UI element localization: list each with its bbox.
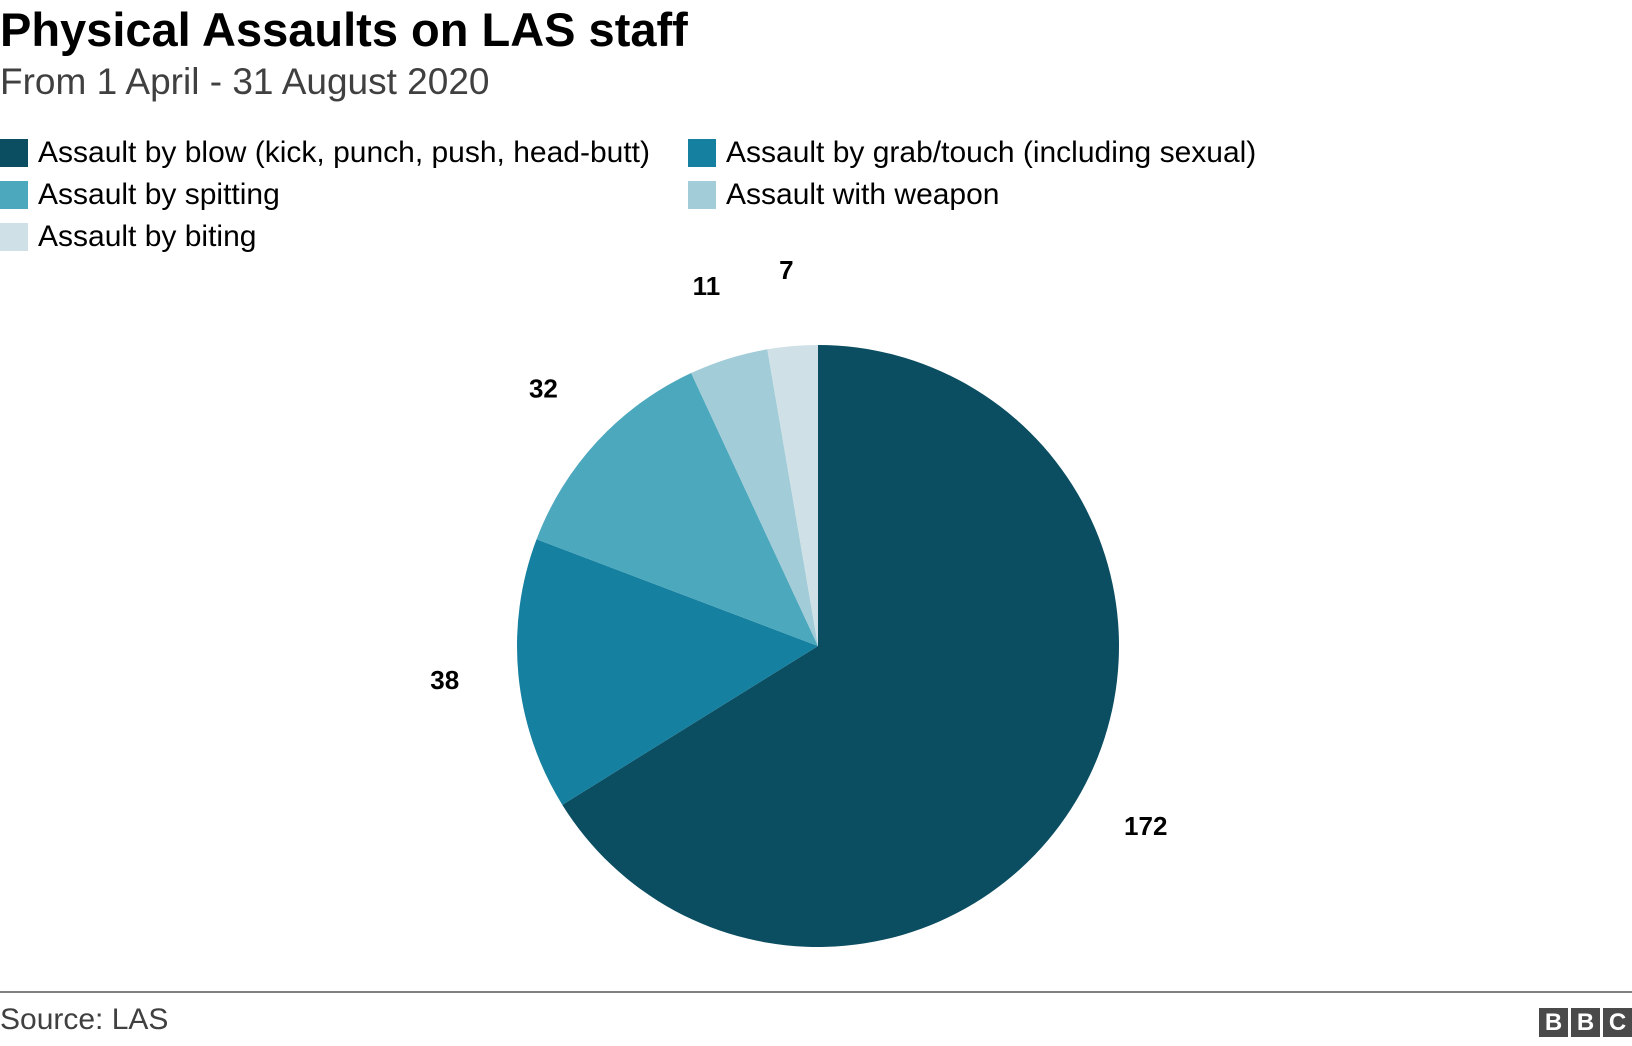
legend-swatch-biting <box>0 223 28 251</box>
data-label-weapon: 11 <box>693 271 721 301</box>
bbc-logo-letter-c: C <box>1603 1008 1632 1037</box>
bbc-logo-letter-b2: B <box>1571 1008 1600 1037</box>
legend: Assault by blow (kick, punch, push, head… <box>0 133 1420 273</box>
legend-label-biting: Assault by biting <box>38 220 257 253</box>
data-label-spitting: 32 <box>529 373 558 403</box>
bbc-logo-letter-b1: B <box>1539 1008 1568 1037</box>
pie-slice-blow <box>562 345 1120 947</box>
pie-slice-biting <box>767 345 818 646</box>
footer-divider <box>0 991 1632 993</box>
legend-label-weapon: Assault with weapon <box>726 178 1000 211</box>
chart-subtitle: From 1 April - 31 August 2020 <box>0 61 490 102</box>
legend-item-spitting: Assault by spitting <box>0 175 280 215</box>
legend-swatch-grab <box>688 139 716 167</box>
legend-swatch-blow <box>0 139 28 167</box>
bbc-logo: B B C <box>1539 1008 1632 1037</box>
legend-swatch-weapon <box>688 181 716 209</box>
pie-slice-weapon <box>691 349 818 646</box>
data-label-blow: 172 <box>1124 811 1167 841</box>
chart-title: Physical Assaults on LAS staff <box>0 3 688 56</box>
source-note: Source: LAS <box>0 1003 169 1036</box>
legend-item-weapon: Assault with weapon <box>688 175 1000 215</box>
legend-item-grab: Assault by grab/touch (including sexual) <box>688 133 1256 173</box>
legend-label-spitting: Assault by spitting <box>38 178 280 211</box>
legend-label-blow: Assault by blow (kick, punch, push, head… <box>38 136 650 169</box>
legend-label-grab: Assault by grab/touch (including sexual) <box>726 136 1257 169</box>
pie-chart: 172 38 32 11 7 <box>430 255 1167 947</box>
pie-slice-spitting <box>536 373 818 646</box>
data-label-biting: 7 <box>779 255 793 285</box>
data-label-grab: 38 <box>430 665 459 695</box>
legend-item-biting: Assault by biting <box>0 217 256 257</box>
legend-item-blow: Assault by blow (kick, punch, push, head… <box>0 133 650 173</box>
pie-slice-grab <box>517 539 818 805</box>
legend-swatch-spitting <box>0 181 28 209</box>
